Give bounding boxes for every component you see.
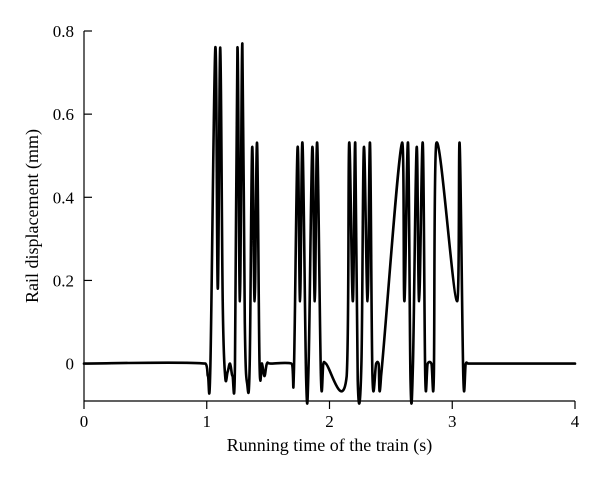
x-tick-label: 2 [325, 412, 334, 431]
y-ticks: 0 0.2 0.4 0.6 0.8 [53, 22, 92, 374]
y-tick-label: 0.2 [53, 271, 74, 290]
x-tick-label: 1 [203, 412, 212, 431]
x-axis-label: Running time of the train (s) [227, 435, 432, 456]
series-group [82, 42, 577, 405]
axes [83, 31, 575, 402]
y-axis-label: Rail displacement (mm) [22, 129, 43, 303]
x-ticks: 0 1 2 3 4 [80, 401, 580, 431]
x-tick-label: 0 [80, 412, 89, 431]
y-tick-label: 0.6 [53, 105, 74, 124]
x-tick-label: 4 [571, 412, 580, 431]
y-tick-label: 0.4 [53, 188, 75, 207]
series-line-0 [82, 42, 577, 405]
y-tick-label: 0 [66, 355, 75, 374]
y-tick-label: 0.8 [53, 22, 74, 41]
x-tick-label: 3 [448, 412, 457, 431]
